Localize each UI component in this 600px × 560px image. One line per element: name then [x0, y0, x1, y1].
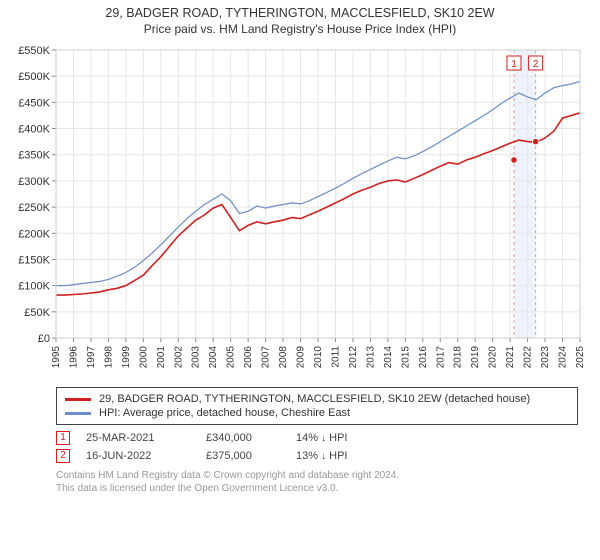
sale-date: 16-JUN-2022 — [86, 450, 206, 462]
svg-text:2003: 2003 — [191, 346, 202, 369]
svg-text:£100K: £100K — [18, 281, 50, 293]
svg-text:£300K: £300K — [18, 176, 50, 188]
svg-text:1: 1 — [511, 59, 517, 70]
svg-text:2020: 2020 — [488, 346, 499, 369]
svg-text:1997: 1997 — [86, 346, 97, 369]
svg-text:£200K: £200K — [18, 228, 50, 240]
footer-line1: Contains HM Land Registry data © Crown c… — [56, 469, 578, 482]
svg-text:2002: 2002 — [173, 346, 184, 369]
svg-text:2022: 2022 — [523, 346, 534, 369]
svg-text:2008: 2008 — [278, 346, 289, 369]
svg-text:2024: 2024 — [558, 346, 569, 369]
svg-text:2018: 2018 — [453, 346, 464, 369]
legend-swatch — [65, 412, 91, 415]
svg-text:£50K: £50K — [24, 307, 50, 319]
svg-text:2004: 2004 — [208, 346, 219, 369]
legend-label: HPI: Average price, detached house, Ches… — [99, 407, 350, 419]
svg-text:2025: 2025 — [575, 346, 586, 369]
svg-text:1998: 1998 — [103, 346, 114, 369]
svg-text:£500K: £500K — [18, 71, 50, 83]
line-chart: £0 £50K £100K £150K £200K £250K £300K £350K £400… — [10, 44, 590, 379]
svg-text:£250K: £250K — [18, 202, 50, 214]
svg-text:2007: 2007 — [261, 346, 272, 369]
svg-text:2016: 2016 — [418, 346, 429, 369]
legend-row: 29, BADGER ROAD, TYTHERINGTON, MACCLESFI… — [65, 392, 569, 406]
sale-marker-box: 1 — [56, 431, 70, 445]
legend-label: 29, BADGER ROAD, TYTHERINGTON, MACCLESFI… — [99, 393, 530, 405]
sale-price: £375,000 — [206, 450, 296, 462]
svg-text:1999: 1999 — [121, 346, 132, 369]
svg-text:£400K: £400K — [18, 124, 50, 136]
svg-text:2015: 2015 — [400, 346, 411, 369]
svg-text:£0: £0 — [38, 333, 50, 345]
footer-line2: This data is licensed under the Open Gov… — [56, 482, 578, 495]
sale-row: 1 25-MAR-2021£340,00014% ↓ HPI — [56, 431, 578, 445]
svg-text:2006: 2006 — [243, 346, 254, 369]
sale-date: 25-MAR-2021 — [86, 432, 206, 444]
legend-swatch — [65, 398, 91, 401]
footer-attribution: Contains HM Land Registry data © Crown c… — [56, 469, 578, 495]
svg-text:£450K: £450K — [18, 97, 50, 109]
svg-text:£150K: £150K — [18, 254, 50, 266]
svg-text:2000: 2000 — [138, 346, 149, 369]
svg-text:2011: 2011 — [330, 346, 341, 368]
chart-title: 29, BADGER ROAD, TYTHERINGTON, MACCLESFI… — [10, 6, 590, 20]
svg-text:2005: 2005 — [226, 346, 237, 369]
svg-text:2014: 2014 — [383, 346, 394, 369]
svg-text:2009: 2009 — [296, 346, 307, 369]
sale-pct-vs-hpi: 14% ↓ HPI — [296, 432, 406, 444]
svg-text:2019: 2019 — [470, 346, 481, 369]
sale-pct-vs-hpi: 13% ↓ HPI — [296, 450, 406, 462]
legend-row: HPI: Average price, detached house, Ches… — [65, 406, 569, 420]
svg-text:1995: 1995 — [51, 346, 62, 369]
svg-text:2012: 2012 — [348, 346, 359, 369]
svg-text:2: 2 — [533, 59, 539, 70]
legend: 29, BADGER ROAD, TYTHERINGTON, MACCLESFI… — [56, 387, 578, 425]
sale-marker-box: 2 — [56, 449, 70, 463]
svg-text:2001: 2001 — [156, 346, 167, 369]
svg-text:£350K: £350K — [18, 150, 50, 162]
svg-text:2023: 2023 — [540, 346, 551, 369]
sale-price: £340,000 — [206, 432, 296, 444]
svg-text:1996: 1996 — [68, 346, 79, 369]
svg-text:£550K: £550K — [18, 45, 50, 57]
chart-subtitle: Price paid vs. HM Land Registry's House … — [10, 22, 590, 36]
svg-text:2010: 2010 — [313, 346, 324, 369]
svg-text:2017: 2017 — [435, 346, 446, 369]
sale-row: 2 16-JUN-2022£375,00013% ↓ HPI — [56, 449, 578, 463]
svg-text:2013: 2013 — [365, 346, 376, 369]
svg-text:2021: 2021 — [505, 346, 516, 369]
